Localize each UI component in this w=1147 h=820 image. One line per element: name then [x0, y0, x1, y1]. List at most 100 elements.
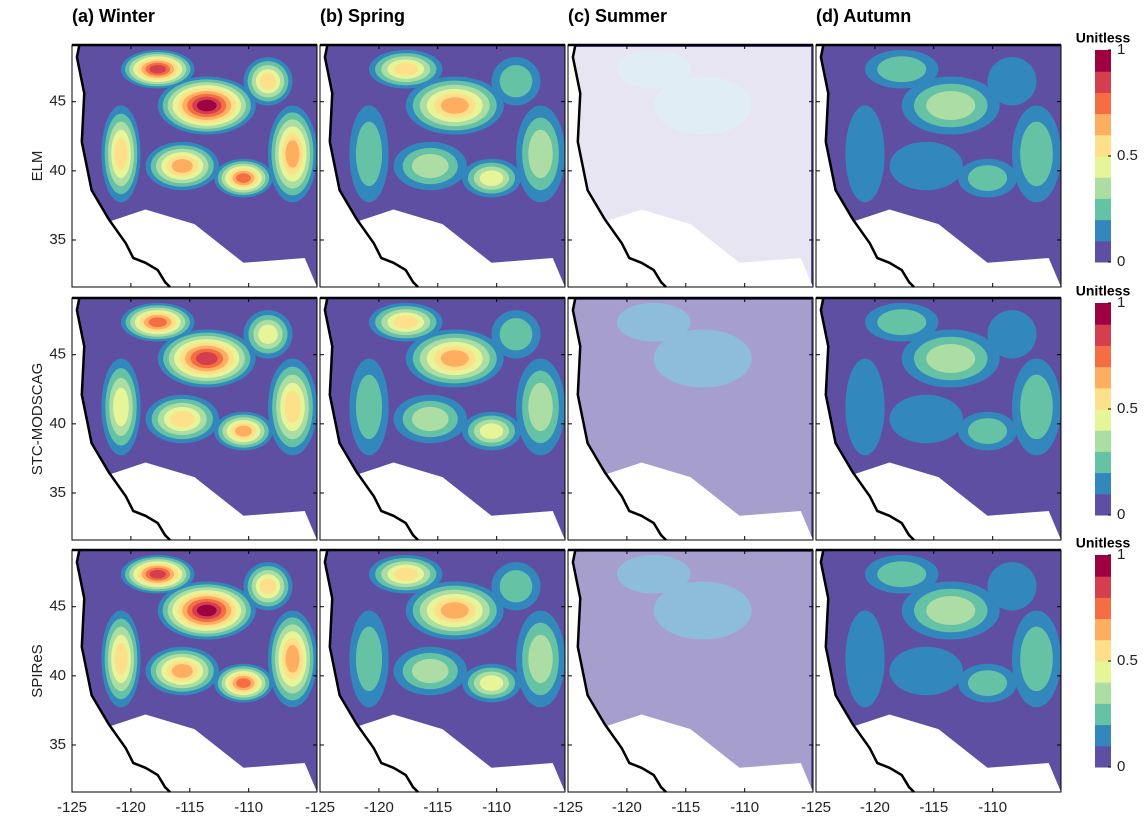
snow-area — [356, 122, 382, 187]
colorbar-band — [1095, 746, 1111, 768]
colorbar-tick-label: 0 — [1117, 253, 1125, 270]
snow-area — [196, 352, 218, 365]
snow-area — [890, 142, 964, 190]
colorbar-tick-label: 1 — [1117, 546, 1125, 563]
colorbar-tick-label: 0 — [1117, 758, 1125, 775]
map-panel — [568, 45, 813, 287]
colorbar-tick-label: 1 — [1117, 294, 1125, 311]
snow-area — [113, 388, 129, 427]
snow-area — [441, 602, 469, 619]
snow-area — [988, 310, 1037, 358]
snow-area — [236, 173, 251, 183]
map-panel — [320, 298, 565, 540]
snow-area — [236, 678, 251, 688]
snow-area — [877, 309, 926, 335]
snow-area — [235, 426, 252, 437]
x-tick-label: -125 — [553, 799, 583, 816]
snow-area — [394, 568, 419, 581]
snow-area — [114, 643, 127, 675]
x-tick-label: -120 — [116, 799, 146, 816]
snow-area — [150, 65, 166, 74]
snow-area — [114, 138, 127, 170]
snow-area — [845, 611, 884, 708]
snow-area — [890, 647, 964, 695]
snow-area — [260, 578, 276, 594]
snow-area — [394, 316, 419, 329]
y-tick-label: 35 — [49, 231, 66, 248]
snow-area — [926, 596, 975, 625]
panel-title: (a) Winter — [72, 6, 155, 26]
snow-area — [845, 359, 884, 456]
map-panel — [320, 45, 565, 287]
colorbar-band — [1095, 597, 1111, 619]
snow-area — [149, 317, 167, 327]
x-tick-label: -110 — [482, 799, 511, 816]
map-panel — [320, 550, 565, 792]
snow-area — [284, 391, 300, 423]
colorbar-band — [1095, 324, 1111, 346]
snow-area — [1020, 122, 1053, 187]
snow-area — [150, 570, 166, 579]
x-tick-label: -120 — [612, 799, 642, 816]
snow-area — [500, 318, 533, 350]
panel-title: (d) Autumn — [816, 6, 911, 26]
y-tick-label: 45 — [49, 93, 66, 110]
x-tick-label: -125 — [57, 799, 87, 816]
colorbar-band — [1095, 682, 1111, 704]
x-tick-label: -115 — [423, 799, 452, 816]
colorbar-band — [1095, 177, 1111, 199]
snow-area — [197, 605, 217, 617]
x-tick-label: -115 — [919, 799, 948, 816]
colorbar-band — [1095, 430, 1111, 452]
colorbar-band — [1095, 71, 1111, 93]
snow-area — [441, 97, 469, 114]
colorbar-band — [1095, 156, 1111, 178]
x-tick-label: -110 — [978, 799, 1007, 816]
colorbar-tick-label: 0 — [1117, 506, 1125, 523]
snow-area — [926, 344, 975, 373]
y-tick-label: 45 — [49, 346, 66, 363]
colorbar-tick-label: 1 — [1117, 41, 1125, 58]
colorbar-band — [1095, 725, 1111, 747]
snow-area — [845, 105, 884, 202]
snow-area — [286, 645, 300, 673]
x-tick-label: -120 — [860, 799, 890, 816]
y-tick-label: 40 — [49, 162, 66, 179]
y-tick-label: 35 — [49, 736, 66, 753]
snow-area — [480, 170, 504, 185]
snow-area — [528, 383, 553, 431]
x-tick-label: -125 — [305, 799, 335, 816]
colorbar-band — [1095, 409, 1111, 431]
colorbar-tick-label: 0.5 — [1117, 652, 1138, 669]
snow-area — [441, 350, 469, 367]
colorbar-band — [1095, 220, 1111, 242]
map-panel — [568, 298, 813, 540]
snow-area — [356, 627, 382, 692]
y-tick-label: 40 — [49, 415, 66, 432]
snow-area — [988, 562, 1037, 610]
panel-title: (b) Spring — [320, 6, 405, 26]
y-tick-label: 45 — [49, 598, 66, 615]
colorbar-band — [1095, 345, 1111, 367]
colorbar-band — [1095, 473, 1111, 495]
snow-area — [1020, 627, 1053, 692]
snow-area — [412, 154, 449, 178]
map-panel — [816, 298, 1061, 540]
map-panel — [816, 45, 1061, 287]
colorbar-tick-label: 0.5 — [1117, 400, 1138, 417]
snow-area — [877, 561, 926, 587]
row-label: STC-MODSCAG — [29, 363, 46, 476]
snow-area — [480, 675, 504, 690]
x-tick-label: -125 — [801, 799, 831, 816]
colorbar-band — [1095, 367, 1111, 389]
colorbar-band — [1095, 576, 1111, 598]
y-tick-label: 40 — [49, 667, 66, 684]
colorbar-band — [1095, 114, 1111, 136]
snow-area — [500, 570, 533, 602]
snow-area — [528, 635, 553, 683]
snow-area — [968, 670, 1007, 696]
snow-area — [172, 159, 193, 173]
row-label: ELM — [29, 151, 46, 182]
colorbar-band — [1095, 661, 1111, 683]
snow-area — [968, 165, 1007, 191]
